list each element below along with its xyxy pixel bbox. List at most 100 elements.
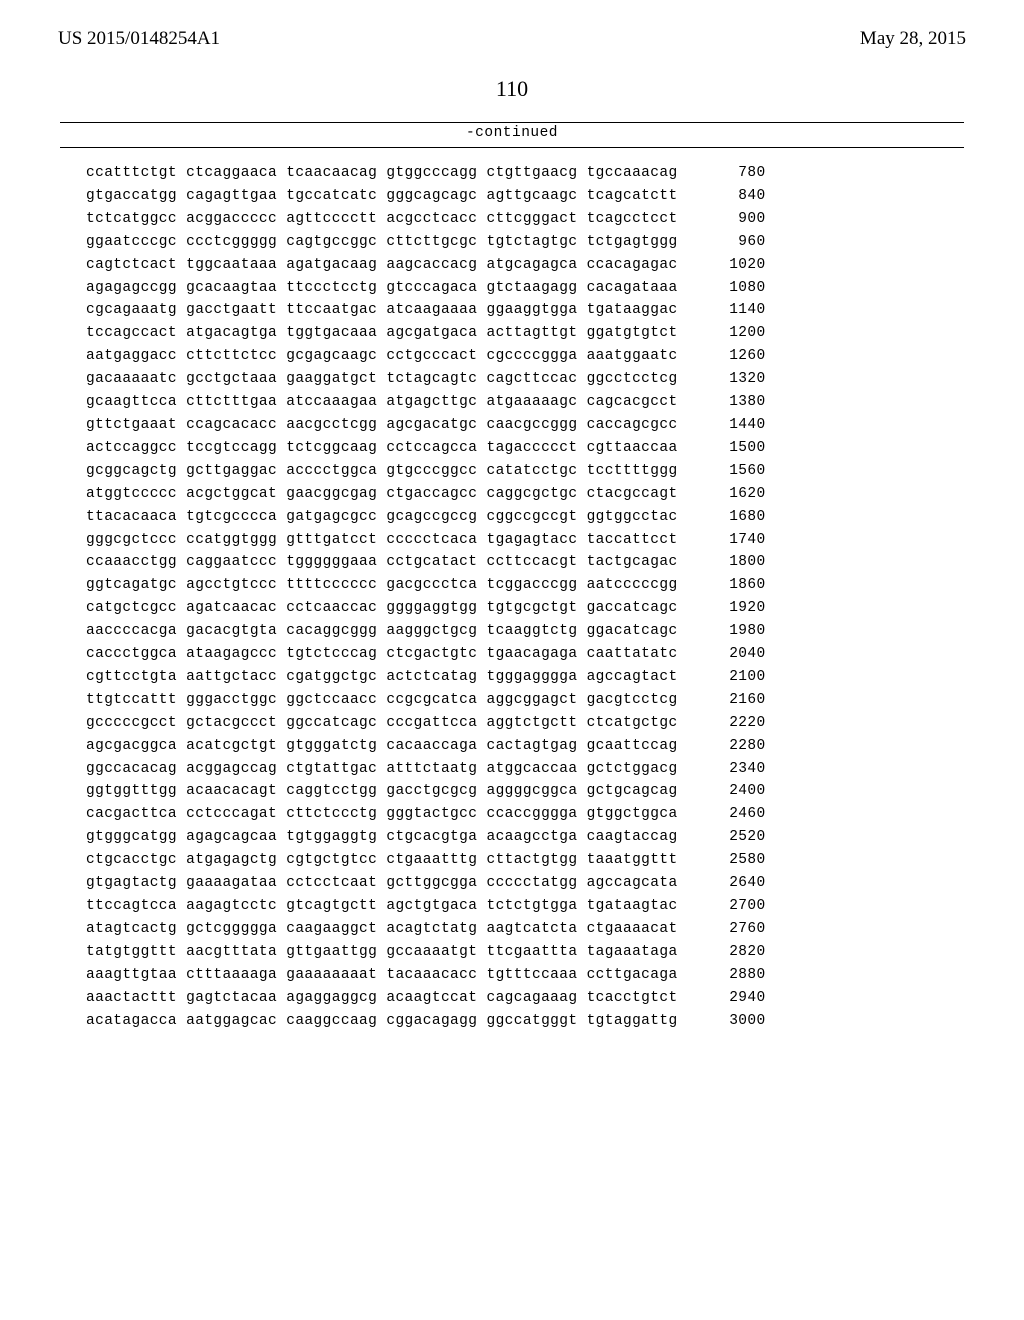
sequence-row: ctgcacctgc atgagagctg cgtgctgtcc ctgaaat… bbox=[86, 849, 956, 872]
sequence-text: ggtcagatgc agcctgtccc ttttcccccc gacgccc… bbox=[86, 574, 678, 597]
sequence-text: ggtggtttgg acaacacagt caggtcctgg gacctgc… bbox=[86, 780, 678, 803]
sequence-text: atagtcactg gctcggggga caagaaggct acagtct… bbox=[86, 918, 678, 941]
sequence-position: 1500 bbox=[698, 437, 766, 460]
sequence-row: agcgacggca acatcgctgt gtgggatctg cacaacc… bbox=[86, 735, 956, 758]
sequence-position: 2040 bbox=[698, 643, 766, 666]
sequence-row: caccctggca ataagagccc tgtctcccag ctcgact… bbox=[86, 643, 956, 666]
sequence-row: aatgaggacc cttcttctcc gcgagcaagc cctgccc… bbox=[86, 345, 956, 368]
sequence-row: agagagccgg gcacaagtaa ttccctcctg gtcccag… bbox=[86, 277, 956, 300]
sequence-row: gcaagttcca cttctttgaa atccaaagaa atgagct… bbox=[86, 391, 956, 414]
sequence-row: gacaaaaatc gcctgctaaa gaaggatgct tctagca… bbox=[86, 368, 956, 391]
sequence-text: gtgggcatgg agagcagcaa tgtggaggtg ctgcacg… bbox=[86, 826, 678, 849]
sequence-row: atagtcactg gctcggggga caagaaggct acagtct… bbox=[86, 918, 956, 941]
sequence-row: gttctgaaat ccagcacacc aacgcctcgg agcgaca… bbox=[86, 414, 956, 437]
sequence-text: gcaagttcca cttctttgaa atccaaagaa atgagct… bbox=[86, 391, 678, 414]
continued-label: -continued bbox=[58, 125, 966, 141]
sequence-position: 2640 bbox=[698, 872, 766, 895]
sequence-position: 2700 bbox=[698, 895, 766, 918]
sequence-text: aaactacttt gagtctacaa agaggaggcg acaagtc… bbox=[86, 987, 678, 1010]
sequence-position: 1680 bbox=[698, 506, 766, 529]
sequence-row: ggaatcccgc ccctcggggg cagtgccggc cttcttg… bbox=[86, 231, 956, 254]
sequence-row: ccatttctgt ctcaggaaca tcaacaacag gtggccc… bbox=[86, 162, 956, 185]
sequence-row: aaccccacga gacacgtgta cacaggcggg aagggct… bbox=[86, 620, 956, 643]
sequence-position: 1920 bbox=[698, 597, 766, 620]
sequence-position: 1980 bbox=[698, 620, 766, 643]
sequence-row: gtgagtactg gaaaagataa cctcctcaat gcttggc… bbox=[86, 872, 956, 895]
sequence-text: ttccagtcca aagagtcctc gtcagtgctt agctgtg… bbox=[86, 895, 678, 918]
sequence-row: gtgggcatgg agagcagcaa tgtggaggtg ctgcacg… bbox=[86, 826, 956, 849]
sequence-position: 2340 bbox=[698, 758, 766, 781]
page-header: US 2015/0148254A1 May 28, 2015 bbox=[58, 28, 966, 50]
sequence-text: aaccccacga gacacgtgta cacaggcggg aagggct… bbox=[86, 620, 678, 643]
sequence-text: tatgtggttt aacgtttata gttgaattgg gccaaaa… bbox=[86, 941, 678, 964]
sequence-text: agcgacggca acatcgctgt gtgggatctg cacaacc… bbox=[86, 735, 678, 758]
sequence-text: ctgcacctgc atgagagctg cgtgctgtcc ctgaaat… bbox=[86, 849, 678, 872]
sequence-text: cacgacttca cctcccagat cttctccctg gggtact… bbox=[86, 803, 678, 826]
sequence-position: 1200 bbox=[698, 322, 766, 345]
sequence-text: atggtccccc acgctggcat gaacggcgag ctgacca… bbox=[86, 483, 678, 506]
sequence-position: 960 bbox=[698, 231, 766, 254]
sequence-text: tctcatggcc acggaccccc agttcccctt acgcctc… bbox=[86, 208, 678, 231]
sequence-position: 1140 bbox=[698, 299, 766, 322]
sequence-row: ggtcagatgc agcctgtccc ttttcccccc gacgccc… bbox=[86, 574, 956, 597]
sequence-row: cagtctcact tggcaataaa agatgacaag aagcacc… bbox=[86, 254, 956, 277]
sequence-position: 2520 bbox=[698, 826, 766, 849]
sequence-position: 1560 bbox=[698, 460, 766, 483]
sequence-position: 3000 bbox=[698, 1010, 766, 1033]
sequence-text: actccaggcc tccgtccagg tctcggcaag cctccag… bbox=[86, 437, 678, 460]
rule-top bbox=[60, 122, 964, 123]
sequence-row: gcggcagctg gcttgaggac acccctggca gtgcccg… bbox=[86, 460, 956, 483]
sequence-position: 1620 bbox=[698, 483, 766, 506]
sequence-row: cgttcctgta aattgctacc cgatggctgc actctca… bbox=[86, 666, 956, 689]
sequence-text: caccctggca ataagagccc tgtctcccag ctcgact… bbox=[86, 643, 678, 666]
sequence-row: actccaggcc tccgtccagg tctcggcaag cctccag… bbox=[86, 437, 956, 460]
sequence-text: gggcgctccc ccatggtggg gtttgatcct ccccctc… bbox=[86, 529, 678, 552]
sequence-position: 1440 bbox=[698, 414, 766, 437]
sequence-position: 2220 bbox=[698, 712, 766, 735]
sequence-row: gcccccgcct gctacgccct ggccatcagc cccgatt… bbox=[86, 712, 956, 735]
sequence-block: ccatttctgt ctcaggaaca tcaacaacag gtggccc… bbox=[58, 158, 966, 1036]
sequence-row: cgcagaaatg gacctgaatt ttccaatgac atcaaga… bbox=[86, 299, 956, 322]
sequence-row: acatagacca aatggagcac caaggccaag cggacag… bbox=[86, 1010, 956, 1033]
sequence-position: 1800 bbox=[698, 551, 766, 574]
publication-number: US 2015/0148254A1 bbox=[58, 28, 220, 50]
sequence-row: catgctcgcc agatcaacac cctcaaccac ggggagg… bbox=[86, 597, 956, 620]
sequence-position: 780 bbox=[698, 162, 766, 185]
sequence-text: gttctgaaat ccagcacacc aacgcctcgg agcgaca… bbox=[86, 414, 678, 437]
sequence-row: tctcatggcc acggaccccc agttcccctt acgcctc… bbox=[86, 208, 956, 231]
sequence-row: tatgtggttt aacgtttata gttgaattgg gccaaaa… bbox=[86, 941, 956, 964]
sequence-text: aatgaggacc cttcttctcc gcgagcaagc cctgccc… bbox=[86, 345, 678, 368]
sequence-position: 1380 bbox=[698, 391, 766, 414]
sequence-position: 2820 bbox=[698, 941, 766, 964]
sequence-text: agagagccgg gcacaagtaa ttccctcctg gtcccag… bbox=[86, 277, 678, 300]
sequence-position: 1020 bbox=[698, 254, 766, 277]
sequence-position: 900 bbox=[698, 208, 766, 231]
sequence-text: cgttcctgta aattgctacc cgatggctgc actctca… bbox=[86, 666, 678, 689]
publication-date: May 28, 2015 bbox=[860, 28, 966, 50]
sequence-row: tccagccact atgacagtga tggtgacaaa agcgatg… bbox=[86, 322, 956, 345]
sequence-position: 2400 bbox=[698, 780, 766, 803]
sequence-text: gtgagtactg gaaaagataa cctcctcaat gcttggc… bbox=[86, 872, 678, 895]
sequence-text: ccaaacctgg caggaatccc tggggggaaa cctgcat… bbox=[86, 551, 678, 574]
sequence-row: ttccagtcca aagagtcctc gtcagtgctt agctgtg… bbox=[86, 895, 956, 918]
sequence-text: tccagccact atgacagtga tggtgacaaa agcgatg… bbox=[86, 322, 678, 345]
sequence-position: 2280 bbox=[698, 735, 766, 758]
sequence-row: aaagttgtaa ctttaaaaga gaaaaaaaat tacaaac… bbox=[86, 964, 956, 987]
sequence-row: gggcgctccc ccatggtggg gtttgatcct ccccctc… bbox=[86, 529, 956, 552]
sequence-row: ggccacacag acggagccag ctgtattgac atttcta… bbox=[86, 758, 956, 781]
page: US 2015/0148254A1 May 28, 2015 110 -cont… bbox=[0, 0, 1024, 1320]
sequence-text: acatagacca aatggagcac caaggccaag cggacag… bbox=[86, 1010, 678, 1033]
sequence-position: 2100 bbox=[698, 666, 766, 689]
sequence-row: atggtccccc acgctggcat gaacggcgag ctgacca… bbox=[86, 483, 956, 506]
sequence-text: ggaatcccgc ccctcggggg cagtgccggc cttcttg… bbox=[86, 231, 678, 254]
sequence-position: 2160 bbox=[698, 689, 766, 712]
sequence-text: ggccacacag acggagccag ctgtattgac atttcta… bbox=[86, 758, 678, 781]
rule-under-continued bbox=[60, 147, 964, 148]
sequence-position: 1080 bbox=[698, 277, 766, 300]
sequence-row: ttgtccattt gggacctggc ggctccaacc ccgcgca… bbox=[86, 689, 956, 712]
sequence-position: 1860 bbox=[698, 574, 766, 597]
sequence-row: ttacacaaca tgtcgcccca gatgagcgcc gcagccg… bbox=[86, 506, 956, 529]
sequence-position: 2460 bbox=[698, 803, 766, 826]
sequence-text: catgctcgcc agatcaacac cctcaaccac ggggagg… bbox=[86, 597, 678, 620]
sequence-text: cagtctcact tggcaataaa agatgacaag aagcacc… bbox=[86, 254, 678, 277]
